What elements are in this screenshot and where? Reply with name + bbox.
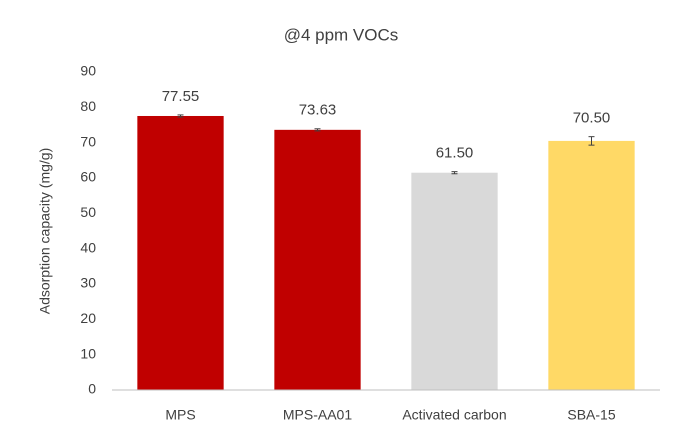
x-tick-label: MPS — [165, 407, 195, 423]
y-tick-label: 30 — [80, 275, 96, 291]
bar — [411, 172, 498, 390]
y-axis-label: Adsorption capacity (mg/g) — [37, 148, 53, 315]
value-label: 73.63 — [299, 102, 337, 119]
bar — [548, 140, 635, 390]
error-bar — [314, 128, 321, 132]
error-bar — [177, 114, 184, 118]
bar — [137, 115, 224, 391]
y-tick-label: 90 — [80, 63, 96, 79]
bar — [274, 129, 361, 390]
value-label: 70.50 — [573, 110, 611, 127]
error-bar — [588, 136, 595, 146]
y-tick-label: 0 — [88, 381, 96, 397]
y-tick-label: 10 — [80, 345, 96, 361]
error-bar — [451, 171, 458, 175]
x-tick-label: SBA-15 — [567, 407, 615, 423]
x-tick-label: MPS-AA01 — [283, 407, 352, 423]
chart-title: @4 ppm VOCs — [284, 25, 399, 44]
y-tick-label: 40 — [80, 239, 96, 255]
y-tick-label: 20 — [80, 310, 96, 326]
y-tick-label: 70 — [80, 133, 96, 149]
value-label: 61.50 — [436, 145, 474, 162]
x-tick-label: Activated carbon — [402, 407, 506, 423]
y-tick-label: 50 — [80, 204, 96, 220]
y-tick-label: 80 — [80, 98, 96, 114]
value-label: 77.55 — [162, 88, 200, 105]
y-tick-label: 60 — [80, 169, 96, 185]
